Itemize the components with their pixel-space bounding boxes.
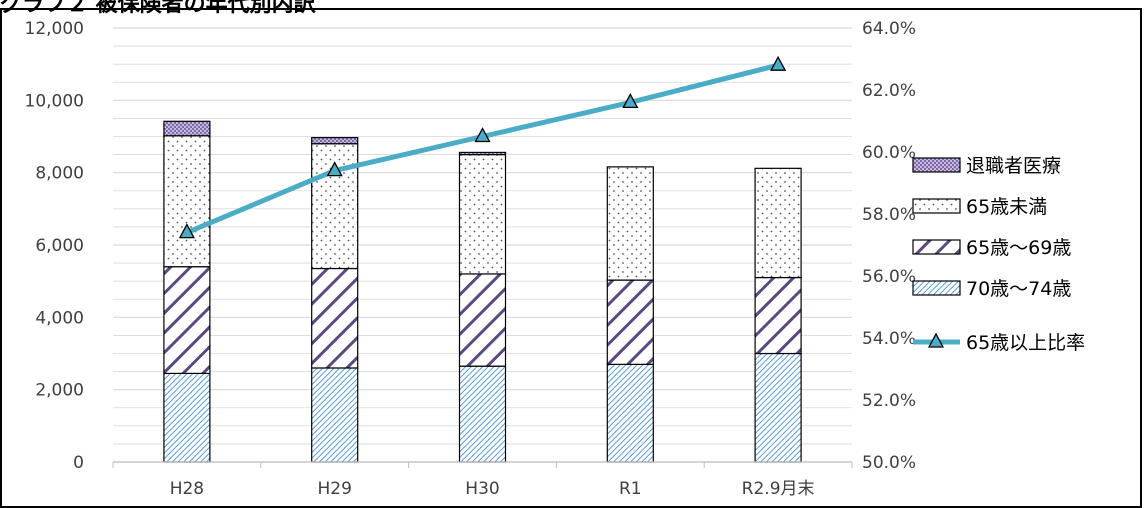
bar-65-69: [163, 266, 211, 374]
bar-70-74: [311, 367, 359, 463]
legend-swatch: [912, 280, 961, 296]
bar-70-74: [458, 365, 507, 463]
bar-65-69: [606, 279, 654, 365]
left-tick-label: 10,000: [25, 91, 84, 111]
left-tick-label: 12,000: [25, 19, 84, 39]
bar-under-65: [458, 153, 507, 275]
bar-70-74: [163, 372, 211, 463]
ratio-line: [178, 55, 787, 239]
x-tick-label: H29: [317, 479, 351, 497]
legend-label: 65歳〜69歳: [966, 237, 1071, 259]
legend-label: 65歳以上比率: [966, 332, 1085, 354]
right-tick-label: 56.0%: [862, 267, 916, 287]
x-tick-label: H30: [465, 479, 499, 497]
bar-retiree: [458, 151, 507, 156]
right-axis-ticks: 50.0% 52.0% 54.0% 56.0% 58.0% 60.0% 62.0% 64.0%: [862, 19, 916, 473]
right-tick-label: 60.0%: [862, 143, 916, 163]
right-tick-label: 52.0%: [862, 391, 916, 411]
legend-label: 65歳未満: [966, 196, 1047, 218]
ratio-line-marker: [474, 127, 491, 143]
legend-label: 退職者医療: [966, 155, 1061, 177]
left-tick-label: 6,000: [35, 236, 84, 256]
bar-65-69: [754, 276, 802, 355]
right-tick-label: 58.0%: [862, 205, 916, 225]
bar-retiree: [163, 120, 211, 137]
bar-under-65: [163, 135, 211, 268]
left-axis-ticks: 0 2,000 4,000 6,000 8,000 10,000 12,000: [25, 19, 84, 473]
legend-line-marker: [927, 332, 945, 348]
ratio-line-marker: [178, 223, 195, 239]
bars: [163, 120, 802, 463]
bar-65-69: [458, 273, 507, 367]
left-tick-label: 2,000: [35, 381, 84, 401]
right-tick-label: 62.0%: [862, 81, 916, 101]
x-tick-label: R1: [619, 479, 642, 497]
left-tick-label: 8,000: [35, 164, 84, 184]
x-tick-label: R2.9月末: [742, 479, 815, 497]
ratio-line-marker: [770, 55, 787, 71]
legend-swatch: [912, 198, 961, 214]
left-tick-label: 4,000: [35, 308, 84, 328]
right-tick-label: 64.0%: [862, 19, 916, 39]
right-tick-label: 54.0%: [862, 329, 916, 349]
right-tick-label: 50.0%: [862, 453, 916, 473]
ratio-line-marker: [326, 161, 343, 177]
legend: 退職者医療 65歳未満 65歳〜69歳 70歳〜74歳 65歳以上比率: [912, 155, 1085, 354]
bar-70-74: [754, 352, 802, 463]
bar-under-65: [606, 166, 654, 281]
bar-retiree: [311, 136, 359, 145]
bar-70-74: [606, 363, 654, 463]
legend-swatch: [912, 157, 961, 173]
x-axis: H28 H29 H30 R1 R2.9月末: [112, 461, 853, 497]
legend-label: 70歳〜74歳: [966, 278, 1071, 300]
x-tick-label: H28: [170, 479, 204, 497]
legend-swatch: [912, 239, 961, 255]
bar-65-69: [311, 267, 359, 369]
left-tick-label: 0: [73, 453, 84, 473]
bar-under-65: [754, 167, 802, 279]
ratio-line-marker: [622, 93, 639, 109]
